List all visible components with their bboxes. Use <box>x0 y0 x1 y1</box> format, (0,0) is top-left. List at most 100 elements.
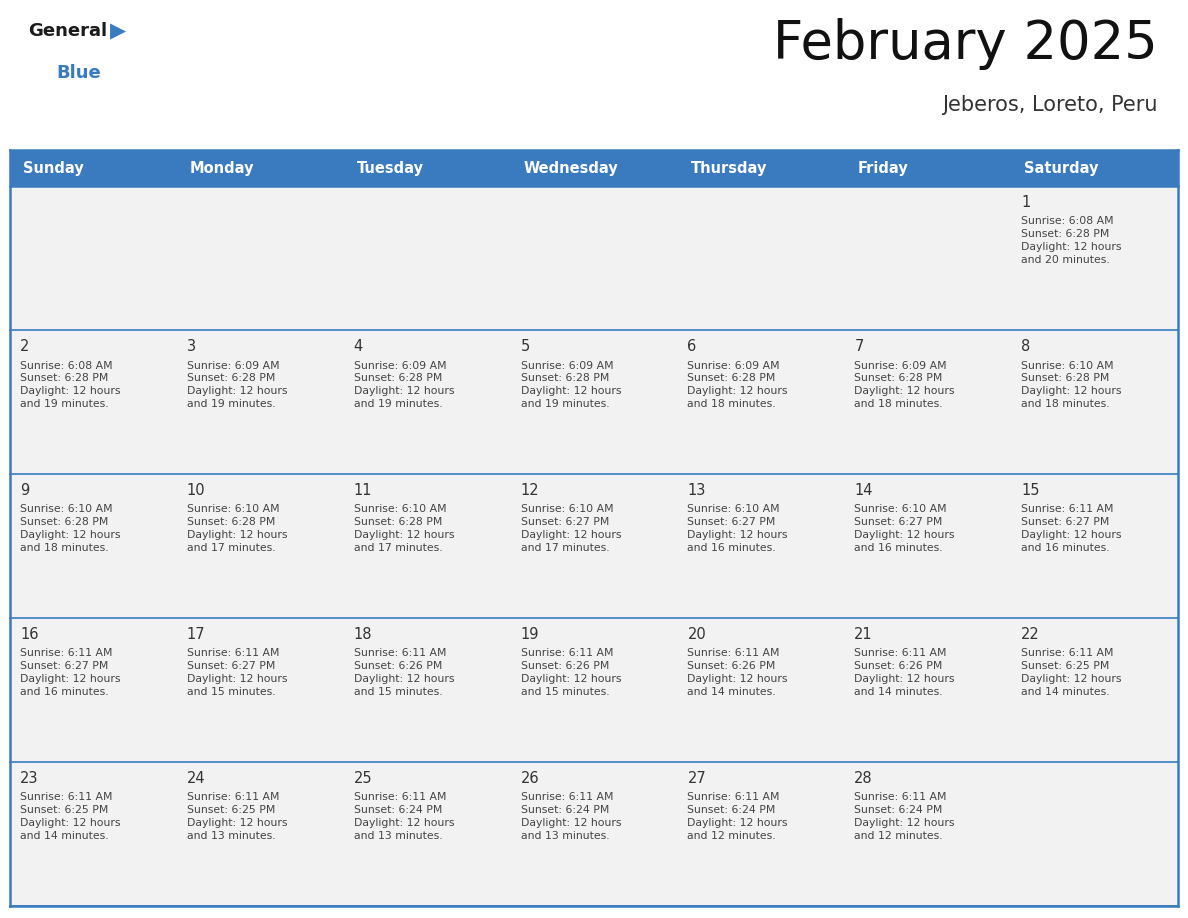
Text: General: General <box>29 22 107 40</box>
Text: 10: 10 <box>187 483 206 498</box>
Bar <box>845 474 1011 618</box>
Text: Monday: Monday <box>190 161 254 175</box>
Text: 12: 12 <box>520 483 539 498</box>
Text: Sunrise: 6:09 AM
Sunset: 6:28 PM
Daylight: 12 hours
and 19 minutes.: Sunrise: 6:09 AM Sunset: 6:28 PM Dayligh… <box>520 361 621 409</box>
Text: Sunrise: 6:10 AM
Sunset: 6:27 PM
Daylight: 12 hours
and 16 minutes.: Sunrise: 6:10 AM Sunset: 6:27 PM Dayligh… <box>688 505 788 553</box>
Text: 28: 28 <box>854 771 873 786</box>
Text: 2: 2 <box>20 339 30 354</box>
Text: 1: 1 <box>1022 195 1030 210</box>
Bar <box>177 150 343 186</box>
Bar <box>177 762 343 906</box>
Bar <box>1011 474 1178 618</box>
Text: Sunrise: 6:11 AM
Sunset: 6:25 PM
Daylight: 12 hours
and 13 minutes.: Sunrise: 6:11 AM Sunset: 6:25 PM Dayligh… <box>187 792 287 841</box>
Bar <box>511 186 677 330</box>
Text: Sunrise: 6:11 AM
Sunset: 6:26 PM
Daylight: 12 hours
and 14 minutes.: Sunrise: 6:11 AM Sunset: 6:26 PM Dayligh… <box>854 648 955 697</box>
Bar <box>10 330 177 474</box>
Text: 14: 14 <box>854 483 873 498</box>
Text: 4: 4 <box>354 339 364 354</box>
Text: Sunrise: 6:11 AM
Sunset: 6:26 PM
Daylight: 12 hours
and 15 minutes.: Sunrise: 6:11 AM Sunset: 6:26 PM Dayligh… <box>354 648 454 697</box>
Bar <box>845 186 1011 330</box>
Text: 5: 5 <box>520 339 530 354</box>
Bar <box>10 186 177 330</box>
Text: 9: 9 <box>20 483 30 498</box>
Text: Thursday: Thursday <box>690 161 766 175</box>
Text: 25: 25 <box>354 771 372 786</box>
Bar <box>10 762 177 906</box>
Text: 19: 19 <box>520 627 539 642</box>
Bar <box>511 330 677 474</box>
Bar <box>343 618 511 762</box>
Text: Sunrise: 6:11 AM
Sunset: 6:24 PM
Daylight: 12 hours
and 12 minutes.: Sunrise: 6:11 AM Sunset: 6:24 PM Dayligh… <box>688 792 788 841</box>
Bar <box>845 330 1011 474</box>
Bar <box>177 186 343 330</box>
Bar <box>10 618 177 762</box>
Text: Sunrise: 6:08 AM
Sunset: 6:28 PM
Daylight: 12 hours
and 20 minutes.: Sunrise: 6:08 AM Sunset: 6:28 PM Dayligh… <box>1022 217 1121 265</box>
Text: Sunrise: 6:11 AM
Sunset: 6:24 PM
Daylight: 12 hours
and 12 minutes.: Sunrise: 6:11 AM Sunset: 6:24 PM Dayligh… <box>854 792 955 841</box>
Text: 8: 8 <box>1022 339 1030 354</box>
Text: 24: 24 <box>187 771 206 786</box>
Bar <box>511 474 677 618</box>
Bar <box>1011 762 1178 906</box>
Text: 7: 7 <box>854 339 864 354</box>
Text: 17: 17 <box>187 627 206 642</box>
Text: 18: 18 <box>354 627 372 642</box>
Bar <box>1011 150 1178 186</box>
Bar <box>845 762 1011 906</box>
Bar <box>511 762 677 906</box>
Bar <box>845 618 1011 762</box>
Bar <box>343 762 511 906</box>
Text: Sunrise: 6:11 AM
Sunset: 6:27 PM
Daylight: 12 hours
and 16 minutes.: Sunrise: 6:11 AM Sunset: 6:27 PM Dayligh… <box>1022 505 1121 553</box>
Text: Sunday: Sunday <box>23 161 83 175</box>
Text: Jeberos, Loreto, Peru: Jeberos, Loreto, Peru <box>942 95 1158 115</box>
Text: Tuesday: Tuesday <box>356 161 424 175</box>
Text: Sunrise: 6:10 AM
Sunset: 6:28 PM
Daylight: 12 hours
and 17 minutes.: Sunrise: 6:10 AM Sunset: 6:28 PM Dayligh… <box>354 505 454 553</box>
Bar <box>177 618 343 762</box>
Text: Sunrise: 6:11 AM
Sunset: 6:24 PM
Daylight: 12 hours
and 13 minutes.: Sunrise: 6:11 AM Sunset: 6:24 PM Dayligh… <box>354 792 454 841</box>
Bar <box>677 330 845 474</box>
Text: 15: 15 <box>1022 483 1040 498</box>
Text: Sunrise: 6:11 AM
Sunset: 6:25 PM
Daylight: 12 hours
and 14 minutes.: Sunrise: 6:11 AM Sunset: 6:25 PM Dayligh… <box>20 792 120 841</box>
Bar <box>343 474 511 618</box>
Text: Sunrise: 6:09 AM
Sunset: 6:28 PM
Daylight: 12 hours
and 19 minutes.: Sunrise: 6:09 AM Sunset: 6:28 PM Dayligh… <box>187 361 287 409</box>
Bar <box>511 150 677 186</box>
Bar <box>1011 330 1178 474</box>
Bar <box>677 618 845 762</box>
Bar <box>343 330 511 474</box>
Text: 16: 16 <box>20 627 38 642</box>
Text: Sunrise: 6:09 AM
Sunset: 6:28 PM
Daylight: 12 hours
and 19 minutes.: Sunrise: 6:09 AM Sunset: 6:28 PM Dayligh… <box>354 361 454 409</box>
Text: 27: 27 <box>688 771 706 786</box>
Text: Sunrise: 6:11 AM
Sunset: 6:27 PM
Daylight: 12 hours
and 15 minutes.: Sunrise: 6:11 AM Sunset: 6:27 PM Dayligh… <box>187 648 287 697</box>
Text: Sunrise: 6:11 AM
Sunset: 6:25 PM
Daylight: 12 hours
and 14 minutes.: Sunrise: 6:11 AM Sunset: 6:25 PM Dayligh… <box>1022 648 1121 697</box>
Bar <box>10 150 177 186</box>
Text: Sunrise: 6:10 AM
Sunset: 6:27 PM
Daylight: 12 hours
and 16 minutes.: Sunrise: 6:10 AM Sunset: 6:27 PM Dayligh… <box>854 505 955 553</box>
Text: 21: 21 <box>854 627 873 642</box>
Text: 20: 20 <box>688 627 706 642</box>
Text: 22: 22 <box>1022 627 1040 642</box>
Text: Sunrise: 6:08 AM
Sunset: 6:28 PM
Daylight: 12 hours
and 19 minutes.: Sunrise: 6:08 AM Sunset: 6:28 PM Dayligh… <box>20 361 120 409</box>
Text: ▶: ▶ <box>110 21 126 41</box>
Text: Sunrise: 6:11 AM
Sunset: 6:26 PM
Daylight: 12 hours
and 14 minutes.: Sunrise: 6:11 AM Sunset: 6:26 PM Dayligh… <box>688 648 788 697</box>
Bar <box>845 150 1011 186</box>
Text: Friday: Friday <box>858 161 908 175</box>
Text: Wednesday: Wednesday <box>524 161 618 175</box>
Bar <box>177 474 343 618</box>
Text: 6: 6 <box>688 339 696 354</box>
Text: Saturday: Saturday <box>1024 161 1099 175</box>
Bar <box>677 150 845 186</box>
Text: Sunrise: 6:11 AM
Sunset: 6:24 PM
Daylight: 12 hours
and 13 minutes.: Sunrise: 6:11 AM Sunset: 6:24 PM Dayligh… <box>520 792 621 841</box>
Bar <box>677 186 845 330</box>
Bar <box>177 330 343 474</box>
Text: Sunrise: 6:10 AM
Sunset: 6:28 PM
Daylight: 12 hours
and 18 minutes.: Sunrise: 6:10 AM Sunset: 6:28 PM Dayligh… <box>20 505 120 553</box>
Text: February 2025: February 2025 <box>773 18 1158 70</box>
Text: 11: 11 <box>354 483 372 498</box>
Text: Blue: Blue <box>56 64 101 82</box>
Text: Sunrise: 6:09 AM
Sunset: 6:28 PM
Daylight: 12 hours
and 18 minutes.: Sunrise: 6:09 AM Sunset: 6:28 PM Dayligh… <box>854 361 955 409</box>
Bar <box>677 762 845 906</box>
Text: 23: 23 <box>20 771 38 786</box>
Text: Sunrise: 6:11 AM
Sunset: 6:26 PM
Daylight: 12 hours
and 15 minutes.: Sunrise: 6:11 AM Sunset: 6:26 PM Dayligh… <box>520 648 621 697</box>
Bar <box>1011 618 1178 762</box>
Text: 3: 3 <box>187 339 196 354</box>
Bar <box>511 618 677 762</box>
Bar <box>677 474 845 618</box>
Text: Sunrise: 6:09 AM
Sunset: 6:28 PM
Daylight: 12 hours
and 18 minutes.: Sunrise: 6:09 AM Sunset: 6:28 PM Dayligh… <box>688 361 788 409</box>
